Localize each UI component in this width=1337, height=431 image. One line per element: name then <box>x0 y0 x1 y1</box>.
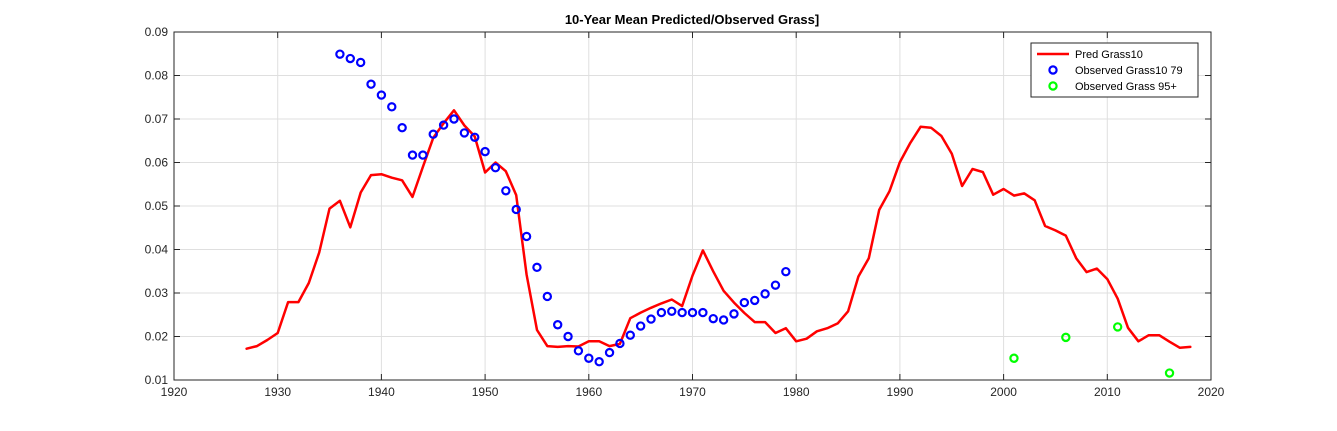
series-points-1 <box>335 49 791 367</box>
legend-label: Observed Grass10 79 <box>1075 65 1183 77</box>
x-tick-label: 1990 <box>887 385 914 399</box>
x-tick-label: 1970 <box>679 385 706 399</box>
y-tick-label: 0.07 <box>145 112 169 126</box>
x-tick-label: 2020 <box>1198 385 1225 399</box>
x-tick-label: 1960 <box>575 385 602 399</box>
y-tick-label: 0.01 <box>145 373 169 387</box>
data-point <box>677 307 687 318</box>
y-tick-label: 0.06 <box>145 156 169 170</box>
data-point <box>781 266 791 277</box>
data-point <box>387 102 397 112</box>
x-tick-label: 2000 <box>990 385 1017 399</box>
data-point <box>646 314 656 324</box>
y-tick-label: 0.08 <box>145 69 169 83</box>
legend-label: Pred Grass10 <box>1075 49 1143 61</box>
data-point <box>345 53 355 64</box>
data-point <box>542 291 553 302</box>
axis-ticks: 1920 1930 1940 1950 1960 1970 1980 1990 2000 2010… <box>145 25 1225 399</box>
data-point <box>470 132 480 142</box>
data-point <box>449 114 459 124</box>
y-tick-label: 0.02 <box>145 330 169 344</box>
data-point <box>335 49 345 59</box>
series-layer <box>245 49 1192 378</box>
legend-entry: Observed Grass10 79 <box>1048 65 1183 77</box>
data-point <box>729 309 739 319</box>
data-point <box>625 330 635 340</box>
data-point <box>667 306 677 316</box>
x-tick-label: 1930 <box>264 385 291 399</box>
data-point <box>1164 368 1175 378</box>
data-point <box>604 347 615 358</box>
data-point <box>563 331 573 342</box>
data-point <box>573 346 584 356</box>
x-tick-label: 1940 <box>368 385 395 399</box>
legend: Pred Grass10 Observed Grass10 79 Observed … <box>1030 42 1199 98</box>
data-point <box>1009 353 1019 363</box>
data-point <box>635 321 646 331</box>
data-point <box>459 128 470 138</box>
data-point <box>594 357 604 367</box>
data-point <box>698 307 708 318</box>
data-point <box>397 122 407 133</box>
series-line-pred-grass10 <box>245 109 1192 350</box>
legend-box <box>1030 42 1199 98</box>
chart-title: 10-Year Mean Predicted/Observed Grass] <box>565 12 819 27</box>
x-tick-label: 1920 <box>161 385 188 399</box>
data-point <box>584 353 594 363</box>
data-point <box>718 315 729 325</box>
y-tick-label: 0.04 <box>145 243 169 257</box>
x-tick-label: 2010 <box>1094 385 1121 399</box>
data-point <box>428 129 438 139</box>
x-tick-label: 1950 <box>472 385 499 399</box>
data-point <box>708 313 718 324</box>
data-point <box>490 163 501 173</box>
y-tick-label: 0.05 <box>145 199 169 213</box>
series-points-2 <box>1009 322 1175 378</box>
data-point <box>656 307 667 318</box>
y-tick-label: 0.03 <box>145 286 169 300</box>
data-point <box>1112 322 1123 332</box>
y-tick-label: 0.09 <box>145 25 169 39</box>
legend-marker-swatch <box>1048 81 1058 91</box>
data-point <box>511 204 521 215</box>
x-tick-label: 1980 <box>783 385 810 399</box>
data-point <box>407 150 418 160</box>
data-point <box>760 289 770 299</box>
data-point <box>418 150 428 160</box>
data-point <box>438 120 449 130</box>
data-point <box>687 307 698 318</box>
legend-marker-swatch <box>1048 65 1058 75</box>
data-point <box>501 186 511 196</box>
data-point <box>480 146 490 157</box>
data-point <box>552 320 563 330</box>
data-point <box>770 280 781 290</box>
data-point <box>1061 332 1071 343</box>
legend-entry: Observed Grass 95+ <box>1048 81 1177 93</box>
data-point <box>750 295 760 306</box>
data-point <box>366 79 376 89</box>
data-point <box>376 90 387 100</box>
data-point <box>355 57 366 68</box>
data-point <box>739 297 750 308</box>
data-point <box>532 262 542 273</box>
data-point <box>521 231 532 242</box>
legend-label: Observed Grass 95+ <box>1075 81 1177 93</box>
data-point <box>615 338 625 349</box>
legend-entry: Pred Grass10 <box>1037 49 1143 61</box>
